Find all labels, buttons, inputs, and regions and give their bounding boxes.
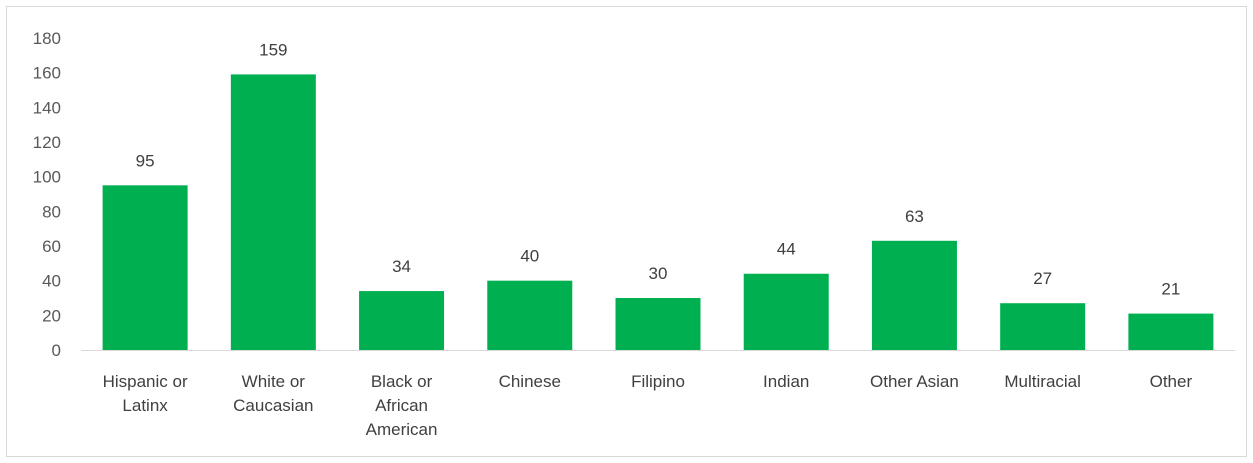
category-label: Indian <box>763 372 809 391</box>
bar <box>615 298 701 350</box>
category-label: White or Caucasian <box>233 372 313 415</box>
category-labels: Hispanic or Latinx White or Caucasian Black … <box>103 372 1193 439</box>
category-label-line: Chinese <box>499 372 561 391</box>
data-label: 21 <box>1161 280 1180 299</box>
category-label-line: African <box>375 396 428 415</box>
bar <box>230 74 316 351</box>
bar <box>743 273 829 350</box>
y-tick-label: 0 <box>52 341 61 360</box>
category-label: Other <box>1150 372 1193 391</box>
bar <box>1128 313 1214 350</box>
y-tick-label: 40 <box>42 272 61 291</box>
category-label-line: Filipino <box>631 372 685 391</box>
bar-chart: 0 20 40 60 80 100 120 140 160 180 95 159 34 40 30 44 63… <box>33 29 1235 439</box>
data-label: 95 <box>136 151 155 170</box>
data-labels: 95 159 34 40 30 44 63 27 21 <box>136 40 1181 298</box>
category-label-line: American <box>366 420 438 439</box>
data-label: 44 <box>777 240 796 259</box>
category-label: Black or African American <box>366 372 438 439</box>
category-label-line: Latinx <box>122 396 168 415</box>
y-tick-label: 160 <box>33 64 61 83</box>
y-tick-label: 60 <box>42 237 61 256</box>
bar <box>359 291 445 350</box>
category-label-line: Indian <box>763 372 809 391</box>
category-label-line: Hispanic or <box>103 372 188 391</box>
bar <box>102 185 188 350</box>
bar <box>487 280 573 350</box>
category-label: Other Asian <box>870 372 959 391</box>
data-label: 63 <box>905 207 924 226</box>
data-label: 30 <box>649 264 668 283</box>
category-label-line: Multiracial <box>1004 372 1081 391</box>
y-tick-label: 180 <box>33 29 61 48</box>
y-axis-ticks: 0 20 40 60 80 100 120 140 160 180 <box>33 29 61 360</box>
category-label-line: Black or <box>371 372 433 391</box>
data-label: 34 <box>392 257 411 276</box>
bar <box>871 240 957 350</box>
category-label: Multiracial <box>1004 372 1081 391</box>
y-tick-label: 20 <box>42 306 61 325</box>
bar <box>1000 303 1086 350</box>
chart-frame: 0 20 40 60 80 100 120 140 160 180 95 159 34 40 30 44 63… <box>6 6 1247 457</box>
category-label: Filipino <box>631 372 685 391</box>
bars <box>102 74 1214 351</box>
category-label-line: Caucasian <box>233 396 313 415</box>
category-label-line: White or <box>242 372 306 391</box>
category-label-line: Other <box>1150 372 1193 391</box>
y-tick-label: 80 <box>42 202 61 221</box>
data-label: 159 <box>259 40 287 59</box>
category-label: Chinese <box>499 372 561 391</box>
data-label: 40 <box>520 247 539 266</box>
y-tick-label: 100 <box>33 168 61 187</box>
category-label: Hispanic or Latinx <box>103 372 188 415</box>
y-tick-label: 120 <box>33 133 61 152</box>
category-label-line: Other Asian <box>870 372 959 391</box>
data-label: 27 <box>1033 269 1052 288</box>
y-tick-label: 140 <box>33 98 61 117</box>
